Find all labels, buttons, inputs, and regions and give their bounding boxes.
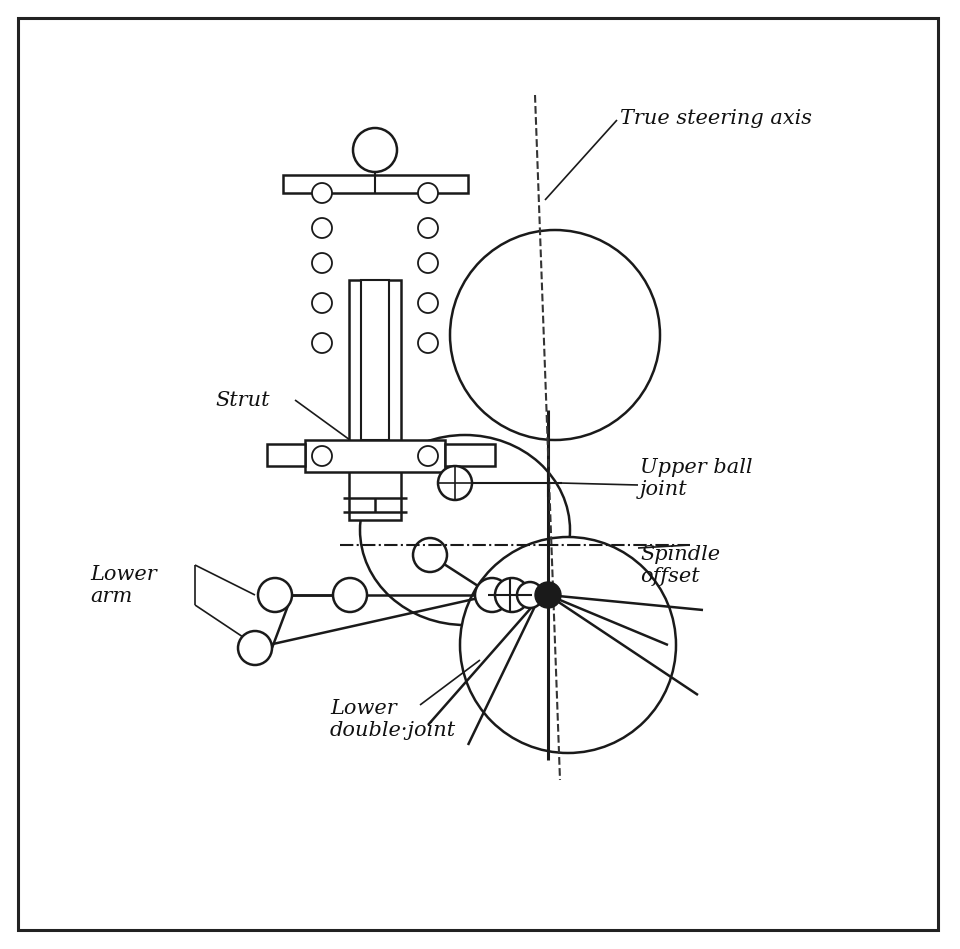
Circle shape [312, 218, 332, 238]
Circle shape [312, 183, 332, 203]
Circle shape [333, 578, 367, 612]
Circle shape [312, 333, 332, 353]
Circle shape [517, 582, 543, 608]
Circle shape [312, 446, 332, 466]
Ellipse shape [360, 435, 570, 625]
Text: Lower
double·joint: Lower double·joint [330, 699, 456, 740]
Circle shape [535, 582, 561, 608]
Circle shape [418, 253, 438, 273]
Circle shape [413, 538, 447, 572]
Circle shape [475, 578, 509, 612]
Circle shape [495, 578, 529, 612]
Text: True steering axis: True steering axis [620, 108, 812, 127]
Bar [283, 175, 468, 193]
Circle shape [258, 578, 292, 612]
Bar [305, 440, 445, 472]
Circle shape [418, 446, 438, 466]
Circle shape [460, 537, 676, 753]
Circle shape [418, 293, 438, 313]
Circle shape [312, 293, 332, 313]
Bar [267, 444, 305, 466]
Circle shape [312, 253, 332, 273]
Bar [361, 280, 389, 440]
Bar [445, 444, 495, 466]
Text: Upper ball
joint: Upper ball joint [640, 457, 753, 498]
Circle shape [418, 183, 438, 203]
Circle shape [450, 230, 660, 440]
Text: Strut: Strut [215, 390, 270, 410]
Text: Lower
arm: Lower arm [90, 565, 156, 605]
Bar [349, 280, 401, 520]
Text: Spindle
offset: Spindle offset [640, 545, 720, 586]
Circle shape [238, 631, 272, 665]
Circle shape [438, 466, 472, 500]
Circle shape [418, 218, 438, 238]
Circle shape [418, 333, 438, 353]
Circle shape [353, 128, 397, 172]
